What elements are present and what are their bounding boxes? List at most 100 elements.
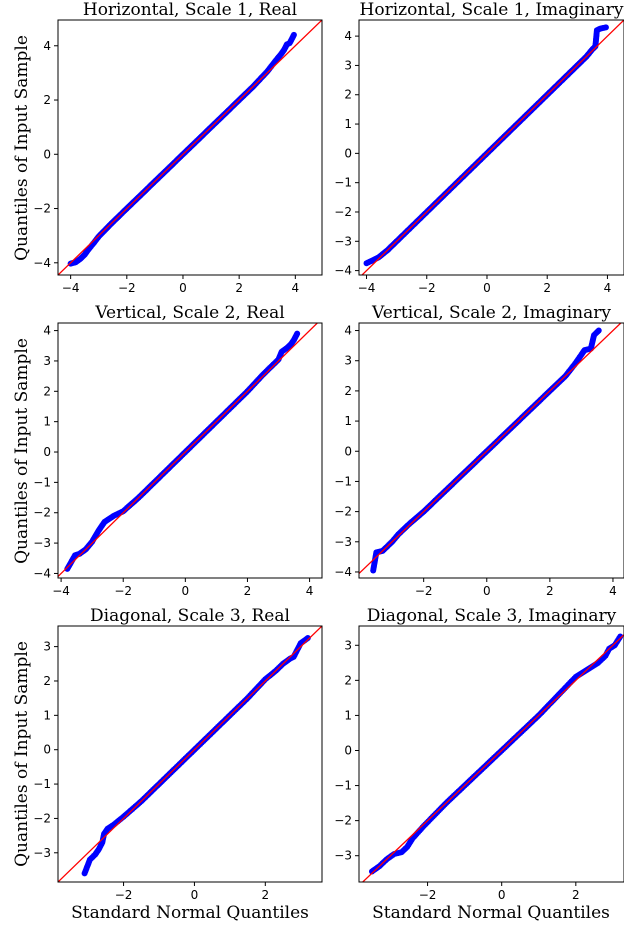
x-tick-label: 2: [244, 584, 252, 598]
y-tick-label: 3: [344, 354, 352, 368]
x-tick-label: 4: [604, 281, 612, 295]
reference-line: [361, 20, 624, 275]
y-tick-label: −3: [334, 849, 352, 863]
reference-line: [58, 626, 322, 882]
panel-title-h-imag: Horizontal, Scale 1, Imaginary: [360, 0, 624, 20]
y-tick-label: 4: [344, 324, 352, 338]
plot-area-v-imag: [359, 323, 622, 575]
y-tick-label: −3: [33, 536, 51, 550]
ylabel-row3: Quantiles of Input Sample: [12, 641, 32, 867]
x-tick-label: −2: [415, 584, 433, 598]
axes-frame-d-real: [57, 625, 323, 883]
axes-frame-h-imag: [358, 19, 624, 276]
x-tick-label: −4: [358, 281, 376, 295]
x-tick-label: 2: [543, 281, 551, 295]
y-tick-label: −2: [334, 205, 352, 219]
y-tick-label: −4: [33, 566, 51, 580]
y-tick-label: 2: [43, 93, 51, 107]
y-tick-label: −2: [33, 811, 51, 825]
y-tick-label: 2: [344, 88, 352, 102]
y-tick-label: −3: [334, 535, 352, 549]
x-tick-label: −4: [52, 584, 70, 598]
y-tick-label: −1: [334, 779, 352, 793]
x-tick-label: 0: [483, 584, 491, 598]
panel-h-imag: Horizontal, Scale 1, Imaginary −4 −2 0 2 4 −4 −…: [334, 0, 624, 295]
qq-point: [617, 633, 624, 640]
y-tick-label: 2: [43, 384, 51, 398]
xlabel-right: Standard Normal Quantiles: [372, 903, 610, 923]
x-tick-label: 4: [291, 281, 299, 295]
x-tick-label: 0: [483, 281, 491, 295]
xlabel-left: Standard Normal Quantiles: [71, 903, 309, 923]
y-tick-label: 4: [344, 29, 352, 43]
y-tick-label: −3: [334, 234, 352, 248]
panel-title-d-real: Diagonal, Scale 3, Real: [90, 606, 290, 626]
y-tick-label: −1: [334, 474, 352, 488]
y-tick-label: −1: [33, 777, 51, 791]
y-tick-label: −4: [33, 256, 51, 270]
y-tick-label: 0: [344, 444, 352, 458]
y-tick-label: 2: [344, 673, 352, 687]
x-tick-label: −2: [419, 888, 437, 902]
y-tick-label: −2: [33, 506, 51, 520]
y-tick-label: −2: [33, 202, 51, 216]
x-tick-label: −2: [418, 281, 436, 295]
reference-line: [58, 20, 322, 275]
qq-point: [602, 24, 609, 31]
plot-area-h-real: [58, 20, 322, 275]
reference-line: [359, 323, 622, 575]
x-tick-label: −2: [114, 584, 132, 598]
axes-frame-v-imag: [358, 322, 624, 579]
panel-d-real: Diagonal, Scale 3, Real −2 0 2 −3 −2 −1 0 1 2 3: [33, 606, 323, 902]
panel-d-imag: Diagonal, Scale 3, Imaginary −2 0 2 −3 −2 −1 0 1…: [334, 606, 624, 902]
y-tick-label: 3: [344, 58, 352, 72]
reference-line: [361, 633, 624, 882]
y-tick-label: 3: [43, 354, 51, 368]
y-tick-label: 1: [43, 708, 51, 722]
qq-point: [595, 327, 602, 334]
axes-frame-h-real: [57, 19, 323, 276]
x-tick-label: 4: [306, 584, 314, 598]
y-tick-label: −2: [334, 505, 352, 519]
reference-line: [58, 323, 319, 578]
axes-frame-d-imag: [358, 625, 624, 883]
qq-point: [290, 31, 297, 38]
y-tick-label: 0: [43, 445, 51, 459]
y-tick-label: 1: [344, 708, 352, 722]
y-tick-label: −4: [334, 264, 352, 278]
y-tick-label: 1: [43, 415, 51, 429]
x-tick-label: 4: [609, 584, 617, 598]
panel-title-h-real: Horizontal, Scale 1, Real: [83, 0, 297, 20]
panel-h-real: Horizontal, Scale 1, Real −4 −2 0 2 4 −4 −2 0 2 4: [33, 0, 323, 295]
panel-title-d-imag: Diagonal, Scale 3, Imaginary: [367, 606, 617, 626]
plot-area-d-real: [58, 626, 322, 882]
y-tick-label: 3: [344, 638, 352, 652]
plot-area-h-imag: [361, 20, 624, 275]
x-tick-label: 0: [179, 281, 187, 295]
y-tick-label: 0: [43, 147, 51, 161]
panel-title-v-real: Vertical, Scale 2, Real: [94, 303, 284, 323]
x-tick-label: −4: [62, 281, 80, 295]
x-tick-label: 0: [191, 888, 199, 902]
axes-frame-v-real: [57, 322, 323, 579]
x-tick-label: −2: [115, 888, 133, 902]
y-tick-label: −1: [33, 475, 51, 489]
x-tick-label: 0: [182, 584, 190, 598]
y-tick-label: −3: [33, 846, 51, 860]
y-tick-label: −2: [334, 814, 352, 828]
ylabel-row1: Quantiles of Input Sample: [12, 35, 32, 261]
x-tick-label: 2: [546, 584, 554, 598]
x-tick-label: 2: [235, 281, 243, 295]
y-tick-label: 0: [43, 743, 51, 757]
y-tick-label: 2: [344, 384, 352, 398]
qq-point: [304, 635, 311, 642]
panel-v-imag: Vertical, Scale 2, Imaginary −2 0 2 4 −4 −3 −2 −…: [334, 303, 624, 598]
y-tick-label: −1: [334, 176, 352, 190]
panel-v-real: Vertical, Scale 2, Real −4 −2 0 2 4 −4 −3 −2 −1 0 1…: [33, 303, 323, 598]
ylabel-row2: Quantiles of Input Sample: [12, 338, 32, 564]
y-tick-label: 1: [344, 414, 352, 428]
x-tick-label: −2: [118, 281, 136, 295]
y-tick-label: 1: [344, 117, 352, 131]
panel-title-v-imag: Vertical, Scale 2, Imaginary: [371, 303, 611, 323]
